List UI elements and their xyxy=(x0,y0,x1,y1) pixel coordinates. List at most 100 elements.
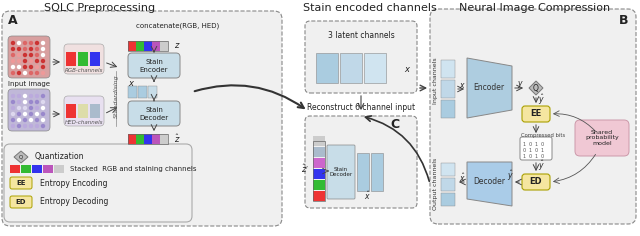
Circle shape xyxy=(29,54,33,56)
Bar xyxy=(313,158,325,168)
Text: 0: 0 xyxy=(529,155,532,160)
Circle shape xyxy=(12,42,15,45)
Circle shape xyxy=(24,42,26,45)
Text: Input image: Input image xyxy=(8,81,50,87)
Bar xyxy=(78,52,88,66)
Bar xyxy=(128,41,168,51)
Bar xyxy=(54,165,64,173)
Circle shape xyxy=(12,66,15,68)
Circle shape xyxy=(17,54,20,56)
Bar xyxy=(128,41,136,51)
Circle shape xyxy=(29,72,33,75)
Text: concatenate(RGB, HED): concatenate(RGB, HED) xyxy=(136,23,220,29)
Circle shape xyxy=(42,125,45,127)
Text: SQLC Preprocessing: SQLC Preprocessing xyxy=(44,3,156,13)
Bar xyxy=(144,41,152,51)
Circle shape xyxy=(35,94,38,97)
Text: $\hat{z}'$: $\hat{z}'$ xyxy=(301,163,309,175)
Circle shape xyxy=(12,125,15,127)
Circle shape xyxy=(17,101,20,104)
Bar xyxy=(313,180,325,190)
FancyBboxPatch shape xyxy=(522,106,550,122)
Circle shape xyxy=(42,113,45,115)
Text: 1: 1 xyxy=(534,143,538,148)
Circle shape xyxy=(17,72,20,75)
Text: Encoder: Encoder xyxy=(474,84,504,93)
Text: 1: 1 xyxy=(529,148,532,153)
Bar xyxy=(340,53,362,83)
Circle shape xyxy=(42,59,45,63)
Bar xyxy=(441,178,455,191)
Text: 1: 1 xyxy=(522,155,525,160)
Circle shape xyxy=(12,47,15,51)
Text: Q: Q xyxy=(19,155,23,160)
Bar xyxy=(138,86,147,98)
Circle shape xyxy=(29,59,33,63)
Circle shape xyxy=(12,94,15,97)
Circle shape xyxy=(24,47,26,51)
Text: Stain
Decoder: Stain Decoder xyxy=(330,167,353,177)
Bar xyxy=(90,104,100,118)
Circle shape xyxy=(24,54,26,56)
Circle shape xyxy=(12,101,15,104)
Bar xyxy=(441,163,455,176)
Circle shape xyxy=(24,125,26,127)
Text: Input channels: Input channels xyxy=(433,58,438,104)
Circle shape xyxy=(17,118,20,122)
Bar xyxy=(10,165,20,173)
Circle shape xyxy=(24,118,26,122)
Circle shape xyxy=(35,118,38,122)
Circle shape xyxy=(35,59,38,63)
Circle shape xyxy=(17,106,20,110)
Circle shape xyxy=(42,72,45,75)
Bar xyxy=(160,41,168,51)
Text: 0: 0 xyxy=(534,148,538,153)
FancyBboxPatch shape xyxy=(2,11,282,226)
Text: Stain
Decoder: Stain Decoder xyxy=(140,108,168,121)
Text: 1: 1 xyxy=(522,143,525,148)
Circle shape xyxy=(29,101,33,104)
Text: x: x xyxy=(128,80,133,88)
Bar xyxy=(144,134,152,144)
Circle shape xyxy=(24,113,26,115)
Bar xyxy=(313,191,325,201)
Circle shape xyxy=(17,125,20,127)
Bar xyxy=(313,141,325,201)
FancyBboxPatch shape xyxy=(522,174,550,190)
FancyBboxPatch shape xyxy=(520,137,552,160)
Text: 0: 0 xyxy=(522,148,525,153)
Circle shape xyxy=(35,72,38,75)
Circle shape xyxy=(29,106,33,110)
Circle shape xyxy=(12,106,15,110)
Polygon shape xyxy=(14,151,28,163)
Circle shape xyxy=(12,113,15,115)
FancyBboxPatch shape xyxy=(327,145,355,199)
FancyBboxPatch shape xyxy=(128,101,180,126)
Circle shape xyxy=(42,118,45,122)
Circle shape xyxy=(35,125,38,127)
Circle shape xyxy=(12,59,15,63)
Text: Stain
Encoder: Stain Encoder xyxy=(140,59,168,72)
Circle shape xyxy=(17,113,20,115)
Bar xyxy=(441,60,455,78)
Text: $\hat{y}$: $\hat{y}$ xyxy=(507,169,513,183)
Circle shape xyxy=(35,47,38,51)
Polygon shape xyxy=(529,81,543,95)
Bar xyxy=(364,53,386,83)
Text: $\hat{y}$: $\hat{y}$ xyxy=(538,159,545,173)
Text: Q: Q xyxy=(533,84,539,93)
Bar xyxy=(441,80,455,98)
Text: y: y xyxy=(516,80,521,88)
Circle shape xyxy=(42,101,45,104)
Circle shape xyxy=(42,42,45,45)
Bar xyxy=(152,41,160,51)
Text: Compressed bits: Compressed bits xyxy=(521,132,565,138)
Bar xyxy=(316,53,338,83)
Circle shape xyxy=(17,42,20,45)
Circle shape xyxy=(29,125,33,127)
Text: x: x xyxy=(459,80,463,89)
Text: EE: EE xyxy=(531,110,541,118)
Circle shape xyxy=(29,47,33,51)
Circle shape xyxy=(35,106,38,110)
Circle shape xyxy=(29,94,33,97)
